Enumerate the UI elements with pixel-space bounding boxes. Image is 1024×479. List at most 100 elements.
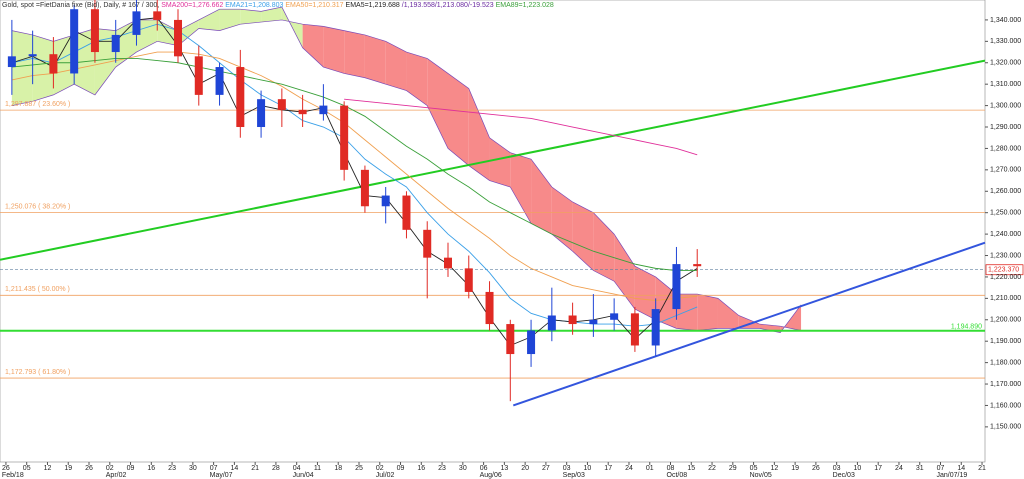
y-tick-label: 1,150.000 bbox=[990, 424, 1021, 431]
candle-body bbox=[194, 56, 203, 95]
cloud-segment bbox=[385, 41, 407, 91]
x-tick-label: 23 bbox=[168, 465, 176, 472]
candle-body bbox=[298, 109, 307, 115]
candle-body bbox=[464, 268, 473, 292]
x-major-label: Nov/05 bbox=[750, 472, 772, 479]
cloud-segment bbox=[240, 9, 262, 25]
cloud-segment bbox=[634, 266, 656, 320]
x-tick-label: 11 bbox=[314, 465, 321, 472]
candle-body bbox=[340, 105, 349, 170]
candle-body bbox=[360, 169, 369, 207]
x-tick-label: 09 bbox=[127, 465, 135, 472]
x-tick-label: 04 bbox=[293, 465, 301, 472]
cloud-segment bbox=[219, 9, 241, 31]
y-tick-label: 1,220.000 bbox=[990, 274, 1021, 281]
candle-body bbox=[589, 319, 598, 325]
candle-body bbox=[672, 264, 681, 310]
x-tick-label: 23 bbox=[438, 465, 446, 472]
trendline bbox=[0, 59, 986, 261]
x-tick-label: 15 bbox=[687, 465, 695, 472]
x-tick-label: 24 bbox=[625, 465, 633, 472]
candle-body bbox=[651, 309, 660, 346]
chart-title: Gold, spot =FietDania fixe (Bid), Daily,… bbox=[2, 2, 159, 9]
price-tag bbox=[985, 264, 1024, 276]
candle-body bbox=[132, 11, 141, 35]
cloud-segment bbox=[531, 159, 552, 235]
x-tick-label: 12 bbox=[770, 465, 778, 472]
cloud-segment bbox=[676, 294, 698, 331]
candle-body bbox=[236, 67, 245, 128]
indicator-line bbox=[11, 17, 698, 347]
x-major-label: May/07 bbox=[210, 472, 233, 479]
cloud-segment bbox=[468, 88, 490, 181]
price-tag-label: 1,223.370 bbox=[988, 267, 1019, 274]
x-tick-label: 10 bbox=[584, 465, 592, 472]
x-tick-label: 31 bbox=[916, 465, 924, 472]
x-tick-label: 16 bbox=[147, 465, 155, 472]
x-major-label: Apr/02 bbox=[106, 472, 127, 479]
cloud-segment bbox=[510, 152, 532, 224]
cloud-segment bbox=[302, 24, 324, 68]
x-tick-label: 26 bbox=[2, 465, 10, 472]
cloud-segment bbox=[427, 58, 448, 149]
legend-entry: SMA200=1,276.662 bbox=[161, 2, 223, 9]
y-tick-label: 1,320.000 bbox=[990, 60, 1021, 67]
cloud-segment bbox=[489, 137, 511, 187]
x-tick-label: 13 bbox=[500, 465, 508, 472]
x-tick-label: 03 bbox=[563, 465, 571, 472]
x-tick-label: 08 bbox=[667, 465, 675, 472]
y-tick-label: 1,250.000 bbox=[990, 210, 1021, 217]
y-tick-label: 1,160.000 bbox=[990, 402, 1021, 409]
x-tick-label: 14 bbox=[957, 465, 965, 472]
fib-label: 1,250.076 ( 38.20% ) bbox=[5, 203, 70, 210]
x-tick-label: 02 bbox=[376, 465, 384, 472]
y-tick-label: 1,340.000 bbox=[990, 17, 1021, 24]
legend-entry: EMA21=1,208.803 bbox=[225, 2, 283, 9]
x-tick-label: 24 bbox=[895, 465, 903, 472]
x-tick-label: 21 bbox=[251, 465, 259, 472]
candle-body bbox=[547, 315, 556, 331]
y-tick-label: 1,260.000 bbox=[990, 188, 1021, 195]
cloud-segment bbox=[198, 9, 220, 31]
x-tick-label: 30 bbox=[189, 465, 197, 472]
trendline bbox=[512, 241, 986, 407]
cloud-segment bbox=[593, 212, 615, 282]
cloud-segment bbox=[717, 298, 739, 329]
x-tick-label: 19 bbox=[64, 465, 72, 472]
x-major-label: Jun/04 bbox=[293, 472, 314, 479]
x-tick-label: 18 bbox=[334, 465, 342, 472]
cloud-segment bbox=[364, 34, 386, 85]
cloud-segment bbox=[115, 19, 137, 68]
candle-body bbox=[568, 315, 577, 325]
candle-body bbox=[7, 56, 16, 68]
candle-body bbox=[693, 264, 702, 267]
x-tick-label: 03 bbox=[833, 465, 841, 472]
support-label: 1,194.890 bbox=[951, 324, 982, 331]
x-tick-label: 01 bbox=[646, 465, 654, 472]
cloud-segment bbox=[697, 294, 718, 331]
candle-body bbox=[70, 9, 79, 74]
fib-label: 1,172.793 ( 61.80% ) bbox=[5, 369, 70, 376]
header: Gold, spot =FietDania fixe (Bid), Daily,… bbox=[2, 2, 554, 9]
y-tick-label: 1,180.000 bbox=[990, 359, 1021, 366]
candle-body bbox=[174, 19, 183, 57]
x-tick-label: 22 bbox=[708, 465, 716, 472]
candle-body bbox=[506, 324, 515, 355]
y-tick-label: 1,290.000 bbox=[990, 124, 1021, 131]
candle-body bbox=[423, 229, 432, 258]
x-tick-label: 20 bbox=[521, 465, 529, 472]
y-tick-label: 1,210.000 bbox=[990, 295, 1021, 302]
candle-body bbox=[630, 313, 639, 346]
x-tick-label: 21 bbox=[978, 465, 986, 472]
x-tick-label: 06 bbox=[480, 465, 488, 472]
y-tick-label: 1,170.000 bbox=[990, 381, 1021, 388]
cloud-segment bbox=[11, 30, 33, 106]
legend-entry: EMA89=1,223.028 bbox=[496, 2, 554, 9]
indicator-line bbox=[11, 23, 698, 327]
y-tick-label: 1,270.000 bbox=[990, 167, 1021, 174]
candle-body bbox=[49, 54, 58, 74]
y-tick-label: 1,300.000 bbox=[990, 102, 1021, 109]
indicator-line bbox=[344, 98, 698, 156]
